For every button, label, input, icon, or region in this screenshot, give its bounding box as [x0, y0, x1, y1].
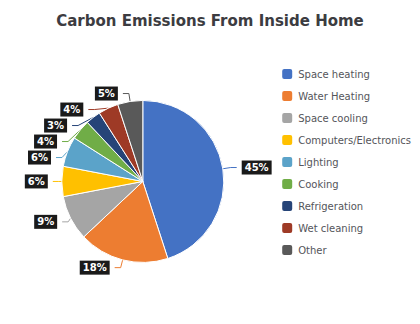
svg-text:Lighting: Lighting	[298, 157, 338, 168]
svg-text:Space cooling: Space cooling	[298, 113, 368, 124]
svg-text:Carbon Emissions From Inside H: Carbon Emissions From Inside Home	[56, 12, 364, 30]
svg-text:Space heating: Space heating	[298, 69, 370, 80]
svg-text:6%: 6%	[28, 176, 45, 187]
svg-text:Cooking: Cooking	[298, 179, 338, 190]
svg-text:4%: 4%	[63, 104, 80, 115]
svg-text:9%: 9%	[37, 216, 54, 227]
svg-text:18%: 18%	[83, 262, 107, 273]
svg-text:3%: 3%	[47, 120, 64, 131]
svg-text:45%: 45%	[245, 162, 269, 173]
svg-text:4%: 4%	[37, 136, 54, 147]
svg-text:Wet cleaning: Wet cleaning	[298, 223, 363, 234]
svg-text:5%: 5%	[98, 88, 115, 99]
svg-text:Water Heating: Water Heating	[298, 91, 370, 102]
svg-text:Refrigeration: Refrigeration	[298, 201, 363, 212]
svg-text:6%: 6%	[31, 152, 48, 163]
svg-text:Computers/Electronics: Computers/Electronics	[298, 135, 411, 146]
svg-text:Other: Other	[298, 245, 327, 256]
